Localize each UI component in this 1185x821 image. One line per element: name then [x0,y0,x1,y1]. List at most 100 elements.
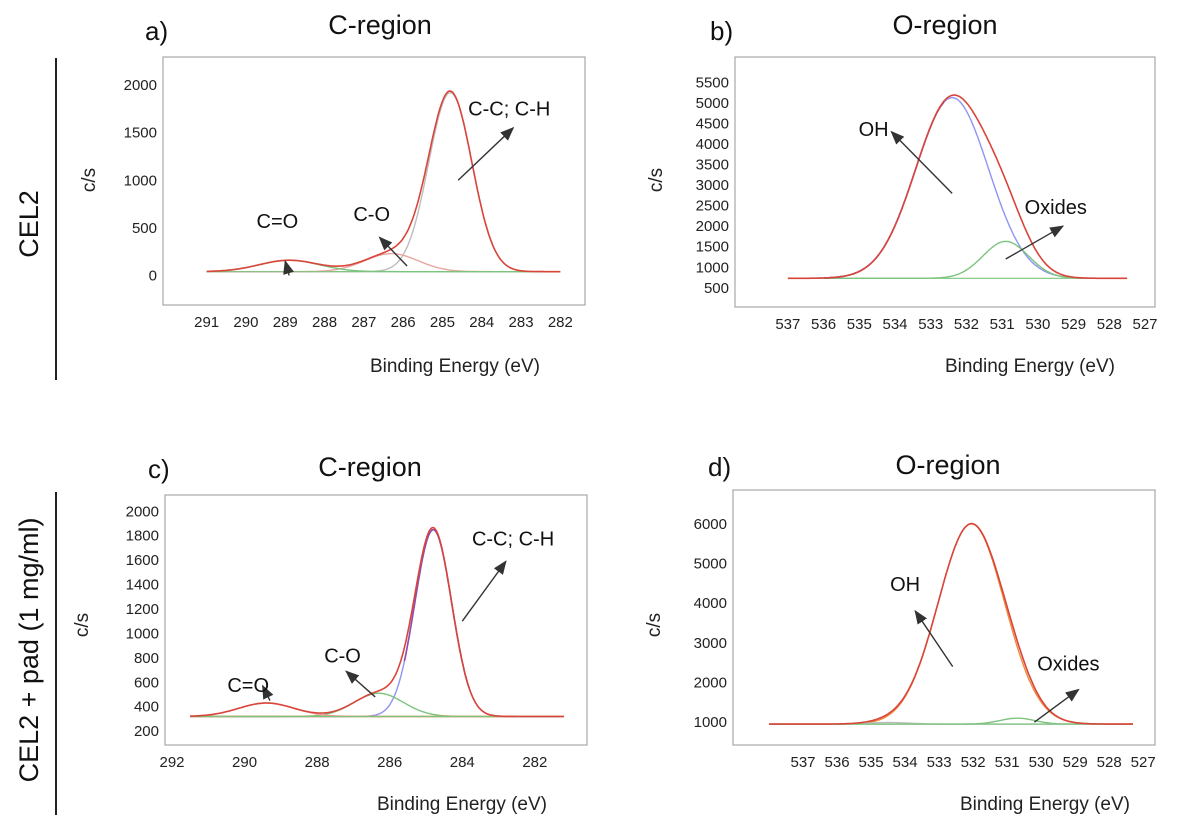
y-tick-label: 800 [134,650,159,667]
x-tick-label: 284 [450,754,475,771]
x-tick-label: 529 [1061,316,1086,333]
plot-frame [164,494,588,746]
y-axis-label: c/s [644,613,665,637]
x-tick-label: 536 [825,754,850,771]
panel-title: C-region [328,10,432,40]
annotation-label: C-C; C-H [472,529,554,551]
envelope-curve [206,90,561,273]
envelope-curve [190,526,564,718]
annotation-arrow [345,670,376,698]
x-axis-label: Binding Energy (eV) [370,356,540,377]
panels: a) C-region c/s Binding Energy (eV) 291 290 28… [72,10,1158,815]
annotation-label: C-O [353,204,390,226]
x-tick-label: 291 [194,314,219,331]
y-tick-label: 4000 [694,595,727,612]
panel-letter: b) [710,16,733,46]
x-tick-label: 527 [1131,754,1156,771]
y-tick-label: 1000 [126,625,159,642]
x-tick-label: 535 [847,316,872,333]
y-tick-label: 2000 [124,77,157,94]
annotation-label: C=O [227,675,269,697]
x-tick-label: 527 [1132,316,1157,333]
panel-d: d) O-region c/s Binding Energy (eV) 537 536 53… [644,450,1156,815]
annotation-label: OH [859,119,889,141]
x-tick-label: 528 [1097,316,1122,333]
x-tick-label: 531 [990,316,1015,333]
plot-frame [732,489,1156,746]
x-tick-label: 284 [469,314,494,331]
x-tick-label: 533 [918,316,943,333]
component-curve [787,96,1128,279]
x-tick-label: 536 [811,316,836,333]
y-tick-label: 1600 [126,552,159,569]
y-tick-label: 2000 [696,218,729,235]
y-tick-label: 1500 [124,125,157,142]
y-tick-label: 1800 [126,528,159,545]
panel-title: O-region [892,10,997,40]
y-tick-label: 1000 [696,259,729,276]
x-tick-label: 282 [522,754,547,771]
y-tick-label: 1400 [126,577,159,594]
panel-b: b) O-region c/s Binding Energy (eV) 537 536 53… [646,10,1158,377]
x-tick-label: 290 [232,754,257,771]
x-tick-label: 292 [159,754,184,771]
x-tick-label: 528 [1097,754,1122,771]
y-tick-label: 0 [149,267,157,284]
x-tick-label: 532 [961,754,986,771]
x-tick-label: 283 [509,314,534,331]
annotation-label: C-C; C-H [468,99,550,121]
y-tick-label: 1500 [696,239,729,256]
panel-letter: a) [145,16,168,46]
annotation-arrow [461,560,507,622]
y-tick-label: 1000 [124,172,157,189]
y-axis-label: c/s [72,613,93,637]
x-tick-label: 288 [305,754,330,771]
x-tick-label: 537 [775,316,800,333]
row-label-top: CEL2 [14,190,44,258]
envelope-curve [787,94,1128,280]
y-tick-label: 1200 [126,601,159,618]
plot-frame [162,56,586,306]
annotation-label: C=O [257,211,299,233]
x-tick-label: 533 [927,754,952,771]
y-axis-label: c/s [646,168,667,192]
annotation-arrow [1005,225,1065,260]
y-tick-label: 200 [134,723,159,740]
x-tick-label: 288 [312,314,337,331]
x-axis-label: Binding Energy (eV) [377,794,547,815]
x-tick-label: 535 [859,754,884,771]
y-tick-label: 500 [704,280,729,297]
panel-letter: c) [148,454,170,484]
annotation-label: Oxides [1025,197,1087,219]
annotation-arrow [378,236,408,267]
annotation-arrow [262,684,274,701]
x-tick-label: 289 [273,314,298,331]
component-curve [206,252,561,273]
y-tick-label: 5500 [696,74,729,91]
x-tick-label: 531 [995,754,1020,771]
y-tick-label: 4500 [696,116,729,133]
component-curve [769,523,1133,725]
y-tick-label: 5000 [696,95,729,112]
y-tick-label: 6000 [694,516,727,533]
x-tick-label: 282 [548,314,573,331]
plot-frame [734,56,1156,308]
x-tick-label: 290 [233,314,258,331]
envelope-curve [769,522,1133,725]
y-tick-label: 2000 [126,503,159,520]
y-tick-label: 3000 [696,177,729,194]
y-tick-label: 2000 [694,674,727,691]
y-tick-label: 400 [134,699,159,716]
x-tick-label: 534 [882,316,907,333]
x-tick-label: 286 [391,314,416,331]
annotation-label: C-O [324,646,361,668]
annotation-arrow [914,609,954,667]
annotation-arrow [890,130,953,194]
x-axis-label: Binding Energy (eV) [960,794,1130,815]
x-tick-label: 530 [1025,316,1050,333]
x-tick-label: 529 [1063,754,1088,771]
x-tick-label: 286 [377,754,402,771]
row-label-bottom: CEL2 + pad (1 mg/ml) [14,518,44,783]
panel-title: O-region [895,450,1000,480]
